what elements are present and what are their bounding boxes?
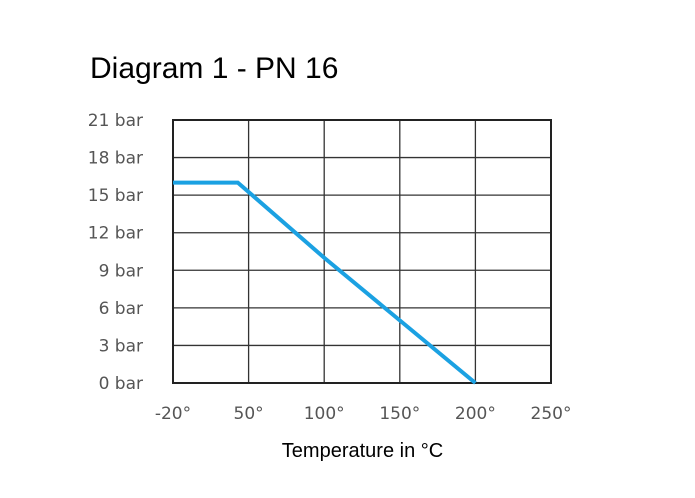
x-tick-label: 200°	[455, 404, 496, 424]
y-tick-label: 12 bar	[88, 224, 143, 244]
x-tick-label: 50°	[234, 404, 264, 424]
chart-title: Diagram 1 - PN 16	[90, 52, 339, 85]
y-tick-label: 3 bar	[99, 336, 143, 356]
series-line	[173, 180, 477, 385]
x-tick-label: 250°	[531, 404, 572, 424]
y-tick-label: 21 bar	[88, 111, 143, 131]
y-tick-label: 0 bar	[99, 374, 143, 394]
x-axis-label: Temperature in °C	[281, 440, 444, 462]
x-tick-label: 100°	[304, 404, 345, 424]
x-tick-label: 150°	[379, 404, 420, 424]
plot-frame	[172, 119, 552, 384]
y-tick-label: 18 bar	[88, 149, 143, 169]
y-tick-label: 9 bar	[99, 261, 143, 281]
y-tick-label: 6 bar	[99, 299, 143, 319]
x-tick-label: -20°	[155, 404, 191, 424]
y-tick-label: 15 bar	[88, 186, 143, 206]
